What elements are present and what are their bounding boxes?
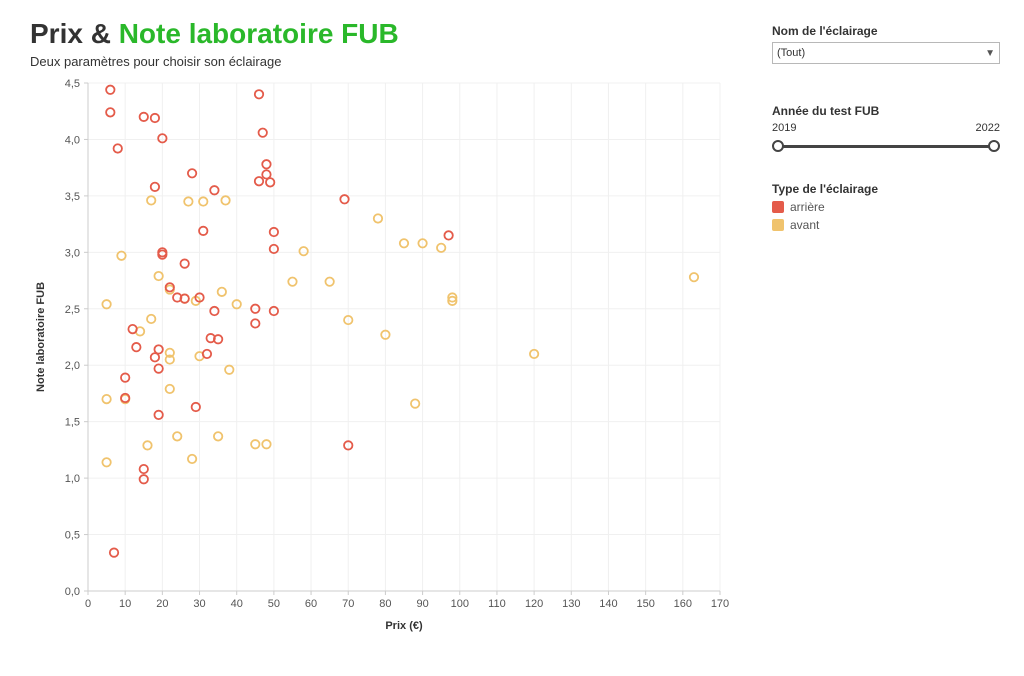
control-panel: Nom de l'éclairage (Tout) ▼ Année du tes… [764,0,1024,676]
legend-label: arrière [790,200,825,214]
svg-text:10: 10 [119,598,131,610]
svg-text:20: 20 [156,598,168,610]
svg-text:170: 170 [711,598,729,610]
slider-label: Année du test FUB [772,104,1000,118]
legend-item-arriere[interactable]: arrière [772,200,1000,214]
slider-handle-max[interactable] [988,140,1000,152]
dropdown-value: (Tout) [777,47,805,59]
svg-text:2,5: 2,5 [65,304,80,316]
svg-text:3,5: 3,5 [65,191,80,203]
svg-text:Note laboratoire FUB: Note laboratoire FUB [35,282,47,392]
svg-text:80: 80 [379,598,391,610]
slider-range-labels: 2019 2022 [772,122,1000,134]
lighting-name-dropdown[interactable]: (Tout) ▼ [772,42,1000,64]
svg-text:160: 160 [674,598,692,610]
svg-text:40: 40 [231,598,243,610]
svg-text:0,0: 0,0 [65,586,80,598]
svg-text:1,0: 1,0 [65,473,80,485]
legend-label: avant [790,218,819,232]
year-range-slider[interactable] [772,138,1000,154]
scatter-chart[interactable]: 0 10 20 30 40 50 60 70 80 90 100 110 120 130 140 150 160… [30,77,754,642]
svg-text:30: 30 [193,598,205,610]
svg-text:100: 100 [451,598,469,610]
chevron-down-icon: ▼ [985,48,995,59]
filter-label: Nom de l'éclairage [772,24,1000,38]
svg-text:110: 110 [488,598,506,610]
legend-swatch [772,201,784,213]
slider-min: 2019 [772,122,796,134]
slider-max: 2022 [976,122,1000,134]
chart-panel: Prix & Note laboratoire FUB Deux paramèt… [0,0,764,676]
svg-text:2,0: 2,0 [65,360,80,372]
svg-text:1,5: 1,5 [65,417,80,429]
slider-handle-min[interactable] [772,140,784,152]
legend-item-avant[interactable]: avant [772,218,1000,232]
svg-text:130: 130 [562,598,580,610]
title-prefix: Prix & [30,18,119,49]
svg-text:60: 60 [305,598,317,610]
svg-text:0,5: 0,5 [65,530,80,542]
svg-text:70: 70 [342,598,354,610]
svg-text:120: 120 [525,598,543,610]
svg-text:150: 150 [636,598,654,610]
svg-text:3,0: 3,0 [65,247,80,259]
legend-title: Type de l'éclairage [772,182,1000,196]
svg-text:140: 140 [599,598,617,610]
svg-text:Prix (€): Prix (€) [385,620,423,632]
page-title: Prix & Note laboratoire FUB [30,18,754,50]
svg-text:0: 0 [85,598,91,610]
legend-swatch [772,219,784,231]
svg-text:4,5: 4,5 [65,78,80,90]
year-slider-block: Année du test FUB 2019 2022 [772,104,1000,154]
legend: Type de l'éclairage arrière avant [772,182,1000,232]
page-subtitle: Deux paramètres pour choisir son éclaira… [30,54,754,69]
svg-text:90: 90 [416,598,428,610]
title-accent: Note laboratoire FUB [119,18,399,49]
slider-line [778,145,994,148]
svg-text:50: 50 [268,598,280,610]
svg-text:4,0: 4,0 [65,134,80,146]
